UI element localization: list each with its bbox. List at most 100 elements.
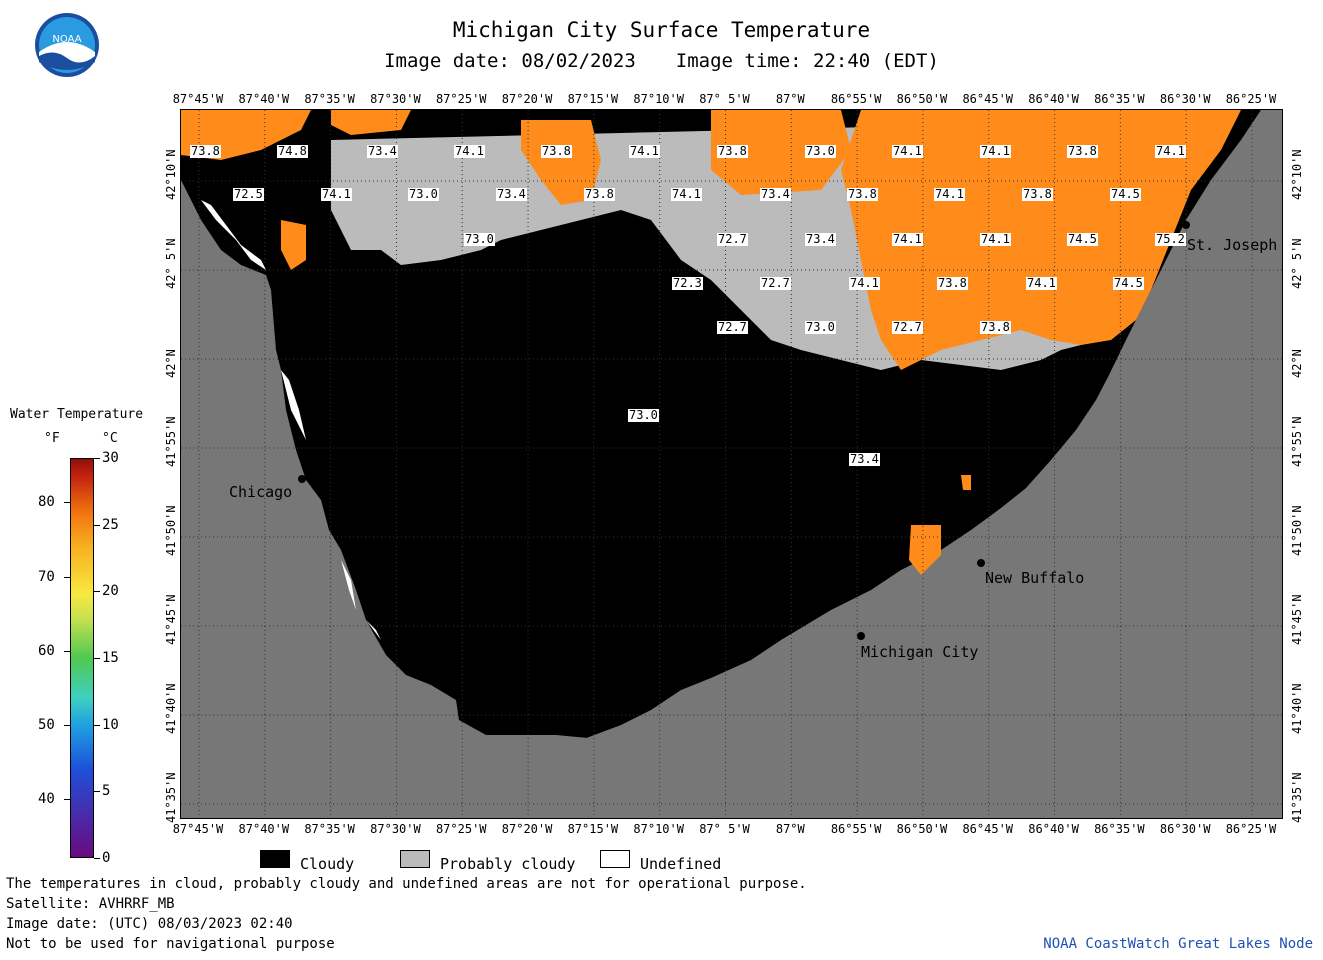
noaa-logo: NOAA — [34, 12, 100, 78]
lon-label: 87°20'W — [501, 822, 553, 836]
temperature-value-label: 72.7 — [717, 320, 748, 334]
footer-image-date: Image date: (UTC) 08/03/2023 02:40 — [6, 916, 293, 932]
lon-label: 87°15'W — [567, 822, 619, 836]
warm-water-area — [281, 220, 306, 270]
lat-label: 41°40'N — [164, 683, 178, 734]
lon-label: 87°20'W — [501, 92, 553, 106]
lon-label: 86°25'W — [1225, 92, 1277, 106]
cloudy-swatch — [260, 850, 290, 868]
temperature-value-label: 72.3 — [672, 276, 703, 290]
f-tick-label: 80 — [38, 494, 55, 511]
lon-label: 86°25'W — [1225, 822, 1277, 836]
city-label-michigan-city: Michigan City — [861, 643, 979, 661]
warm-water-area — [961, 475, 971, 490]
temperature-value-label: 73.4 — [367, 144, 398, 158]
city-label-st-joseph: St. Joseph — [1187, 236, 1278, 254]
warm-water-area — [331, 110, 411, 135]
temperature-value-label: 73.4 — [496, 187, 527, 201]
temperature-value-label: 73.8 — [980, 320, 1011, 334]
credit-link[interactable]: NOAA CoastWatch Great Lakes Node — [1043, 936, 1313, 952]
f-tick-mark — [64, 576, 70, 578]
lon-label: 86°40'W — [1028, 92, 1079, 106]
footer-satellite: Satellite: AVHRRF_MB — [6, 896, 175, 912]
temperature-value-label: 73.8 — [937, 276, 968, 290]
legend-unit-c: °C — [102, 431, 118, 446]
c-tick-mark — [94, 791, 100, 793]
temperature-value-label: 73.0 — [805, 144, 836, 158]
f-tick-label: 60 — [38, 642, 55, 659]
c-tick-label: 10 — [102, 716, 119, 733]
f-tick-mark — [64, 798, 70, 800]
lon-label: 87°W — [775, 92, 805, 106]
lat-label: 41°35'N — [164, 772, 178, 823]
temperature-value-label: 74.1 — [849, 276, 880, 290]
temperature-value-label: 74.5 — [1113, 276, 1144, 290]
temperature-value-label: 72.7 — [717, 232, 748, 246]
temperature-value-label: 72.5 — [233, 187, 264, 201]
temperature-value-label: 73.8 — [1067, 144, 1098, 158]
f-tick-mark — [64, 650, 70, 652]
temperature-value-label: 74.1 — [1026, 276, 1057, 290]
logo-text: NOAA — [52, 34, 81, 45]
city-label-chicago: Chicago — [229, 483, 293, 501]
undefined-strip — [281, 370, 306, 440]
f-tick-label: 50 — [38, 716, 55, 733]
lat-label: 42°N — [164, 349, 178, 378]
temperature-value-label: 74.1 — [454, 144, 485, 158]
temperature-value-label: 73.0 — [628, 408, 659, 422]
c-tick-label: 5 — [102, 783, 111, 800]
lon-label: 86°55'W — [830, 822, 882, 836]
legend-title: Water Temperature — [10, 407, 144, 422]
lat-label: 41°50'N — [164, 505, 178, 556]
lon-label: 86°35'W — [1094, 822, 1145, 836]
c-tick-label: 20 — [102, 583, 119, 600]
temperature-value-label: 73.8 — [584, 187, 615, 201]
lat-label: 41°45'N — [1290, 594, 1304, 645]
lat-label: 42°10'N — [164, 149, 178, 200]
temperature-value-label: 75.2 — [1155, 232, 1186, 246]
c-tick-mark — [94, 458, 100, 459]
warm-water-area — [521, 120, 601, 205]
warm-water-area — [841, 110, 1241, 370]
temperature-value-label: 74.1 — [980, 144, 1011, 158]
lon-label: 87°45'W — [172, 92, 224, 106]
undefined-swatch — [600, 850, 630, 868]
temperature-value-label: 74.1 — [892, 232, 923, 246]
c-tick-label: 0 — [102, 850, 111, 866]
lon-label: 86°50'W — [896, 822, 948, 836]
temperature-value-label: 74.8 — [277, 144, 308, 158]
lon-label: 87°40'W — [238, 92, 290, 106]
f-tick-label: 40 — [38, 790, 55, 807]
undefined-west — [201, 200, 266, 270]
lon-label: 87°25'W — [435, 92, 487, 106]
c-tick-label: 30 — [102, 450, 119, 466]
lat-label: 41°50'N — [1290, 505, 1304, 556]
temperature-value-label: 74.1 — [629, 144, 660, 158]
c-tick-label: 15 — [102, 650, 119, 666]
lat-label: 41°55'N — [1290, 416, 1304, 467]
lon-label: 87°40'W — [238, 822, 290, 836]
f-tick-mark — [64, 724, 70, 726]
cloudy-label: Cloudy — [300, 855, 355, 873]
temperature-value-label: 73.8 — [717, 144, 748, 158]
undefined-strip — [311, 460, 321, 480]
temperature-value-label: 73.8 — [190, 144, 221, 158]
temperature-value-label: 72.7 — [892, 320, 923, 334]
footer-disclaimer: The temperatures in cloud, probably clou… — [6, 876, 807, 892]
lon-label: 86°30'W — [1159, 92, 1211, 106]
warm-water-area — [711, 110, 851, 195]
lon-label: 87°W — [775, 822, 805, 836]
legend-unit-f: °F — [44, 431, 60, 446]
lon-label: 87°30'W — [370, 92, 421, 106]
lon-label: 87°30'W — [370, 822, 421, 836]
lat-label: 42° 5'N — [1290, 238, 1304, 289]
c-tick-mark — [94, 591, 100, 593]
chicago-marker — [298, 475, 306, 483]
temperature-value-label: 73.8 — [541, 144, 572, 158]
undefined-strip — [341, 560, 356, 610]
temperature-colorbar — [70, 458, 94, 858]
temperature-value-label: 73.0 — [408, 187, 439, 201]
undefined-strip — [366, 620, 381, 640]
temperature-value-label: 74.1 — [980, 232, 1011, 246]
c-tick-mark — [94, 724, 100, 726]
